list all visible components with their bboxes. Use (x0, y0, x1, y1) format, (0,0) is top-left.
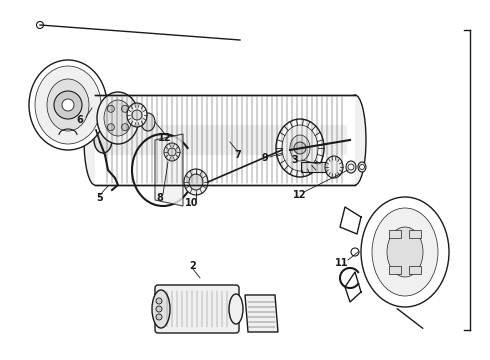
Bar (301, 162, 331, 172)
Ellipse shape (372, 208, 438, 296)
Text: 11: 11 (335, 258, 349, 268)
FancyArrowPatch shape (397, 309, 423, 328)
Ellipse shape (35, 66, 101, 144)
Text: 10: 10 (185, 198, 199, 208)
Polygon shape (103, 125, 347, 155)
Circle shape (360, 165, 365, 170)
Text: 5: 5 (97, 193, 103, 203)
Ellipse shape (189, 174, 203, 190)
Ellipse shape (387, 227, 423, 277)
FancyBboxPatch shape (155, 285, 239, 333)
Circle shape (62, 99, 74, 111)
Ellipse shape (282, 125, 318, 171)
Ellipse shape (325, 156, 343, 178)
Circle shape (294, 142, 306, 154)
Ellipse shape (127, 103, 147, 127)
Circle shape (36, 22, 44, 28)
Ellipse shape (164, 143, 180, 161)
Text: 6: 6 (76, 115, 83, 125)
Circle shape (351, 248, 359, 256)
Ellipse shape (184, 169, 208, 195)
Ellipse shape (84, 95, 106, 185)
Ellipse shape (94, 127, 112, 153)
Circle shape (54, 91, 82, 119)
Ellipse shape (290, 135, 310, 161)
Ellipse shape (97, 92, 139, 144)
Bar (409, 266, 421, 274)
Text: 12: 12 (293, 190, 307, 200)
Text: 9: 9 (262, 153, 269, 163)
Ellipse shape (141, 113, 155, 131)
Bar (389, 266, 401, 274)
Ellipse shape (29, 60, 107, 150)
Ellipse shape (104, 100, 132, 136)
Text: 3: 3 (292, 155, 298, 165)
Ellipse shape (361, 197, 449, 307)
Ellipse shape (152, 290, 170, 328)
Text: 2: 2 (190, 261, 196, 271)
Circle shape (107, 105, 115, 112)
Circle shape (122, 124, 128, 131)
Circle shape (156, 306, 162, 312)
Ellipse shape (346, 161, 356, 173)
Ellipse shape (344, 95, 366, 185)
Ellipse shape (276, 119, 324, 177)
Ellipse shape (358, 162, 366, 172)
Text: 7: 7 (235, 150, 242, 160)
Circle shape (156, 314, 162, 320)
Bar (409, 230, 421, 238)
Text: 12: 12 (158, 133, 172, 143)
Bar (95, 95, 355, 185)
Polygon shape (155, 134, 183, 206)
Circle shape (156, 298, 162, 304)
Circle shape (132, 110, 142, 120)
Circle shape (107, 124, 115, 131)
Circle shape (122, 105, 128, 112)
Text: 8: 8 (157, 193, 164, 203)
Ellipse shape (47, 79, 89, 131)
Bar (389, 230, 401, 238)
Circle shape (348, 164, 354, 170)
Polygon shape (245, 295, 278, 332)
Circle shape (168, 148, 176, 156)
Ellipse shape (229, 294, 243, 324)
